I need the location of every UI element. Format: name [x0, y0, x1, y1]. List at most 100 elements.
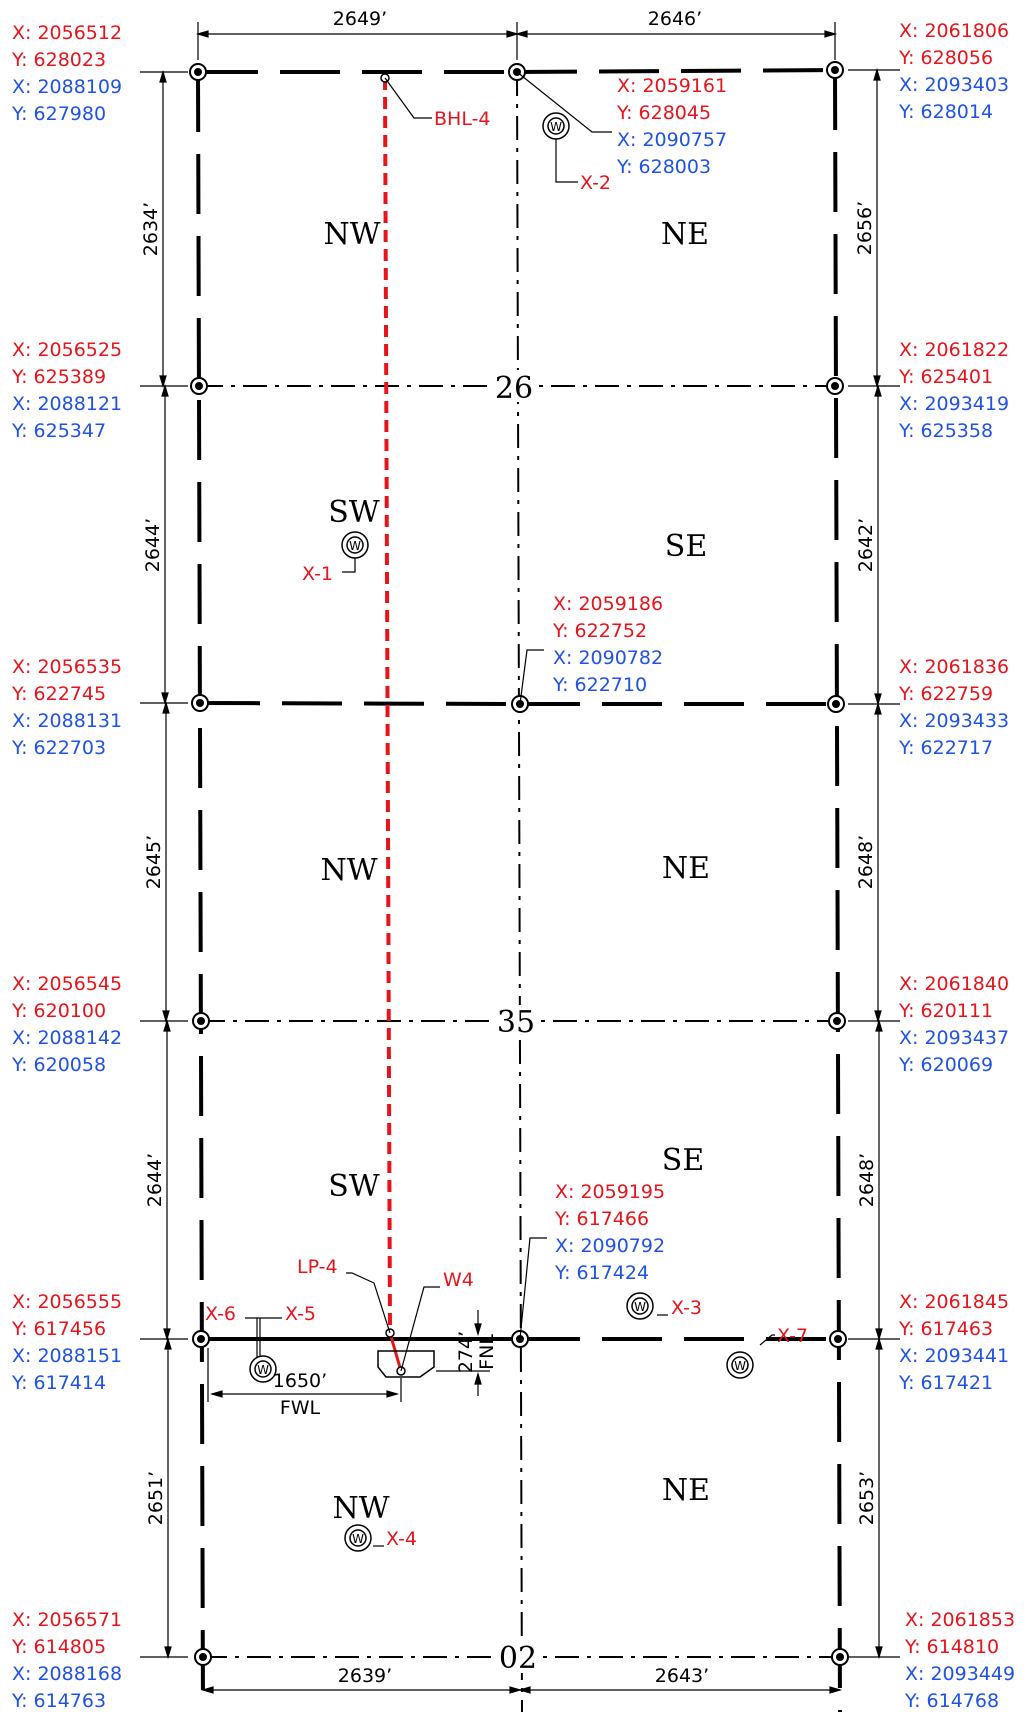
dim-right: 2656’ — [854, 201, 876, 255]
coord-x-nad83: X: 2088109 — [12, 76, 122, 98]
x3-label: X-3 — [671, 1297, 702, 1319]
coord-x-nad27: X: 2056525 — [12, 339, 122, 361]
quarter-labels: NW NE SW SE NW NE SW SE NW NE — [320, 217, 710, 1526]
x4-label: X-4 — [386, 1528, 417, 1550]
svg-text:W: W — [734, 1359, 746, 1373]
dim-right: 2648’ — [855, 835, 877, 889]
well-icon-x3: W — [626, 1292, 654, 1320]
coord-x-nad27: X: 2056571 — [12, 1609, 122, 1631]
coord-block-s-35: X: 2059195 Y: 617466 X: 2090792 Y: 61742… — [554, 1181, 665, 1284]
coord-block-e-02: X: 2061853 Y: 614810 X: 2093449 Y: 61476… — [904, 1609, 1015, 1712]
x2-label: X-2 — [580, 172, 611, 194]
coord-block-w-02: X: 2056571 Y: 614805 X: 2088168 Y: 61476… — [11, 1609, 122, 1712]
coord-y-nad27: Y: 620100 — [11, 1000, 106, 1022]
coord-block-nw-26: X: 2056512 Y: 628023 X: 2088109 Y: 62798… — [11, 22, 122, 125]
coord-x-nad27: X: 2059186 — [553, 593, 663, 615]
dim-right: 2642’ — [855, 518, 877, 572]
coord-block-ne-26: X: 2061806 Y: 628056 X: 2093403 Y: 62801… — [898, 20, 1009, 123]
coord-y-nad27: Y: 617466 — [554, 1208, 649, 1230]
coord-block-s-26: X: 2059186 Y: 622752 X: 2090782 Y: 62271… — [552, 593, 663, 696]
quarter-label: NW — [320, 853, 377, 888]
coordinate-labels: X: 2056512 Y: 628023 X: 2088109 Y: 62798… — [11, 20, 1015, 1712]
coord-y-nad27: Y: 628056 — [898, 47, 993, 69]
coord-x-nad27: X: 2061853 — [905, 1609, 1015, 1631]
corner-marker — [190, 377, 208, 395]
coord-y-nad83: Y: 617414 — [11, 1372, 106, 1394]
coord-y-nad27: Y: 617456 — [11, 1318, 106, 1340]
coord-block-se-35: X: 2061845 Y: 617463 X: 2093441 Y: 61742… — [898, 1291, 1009, 1394]
section-numbers: 26 35 02 — [492, 370, 540, 1676]
section-02-label: 02 — [499, 1641, 537, 1676]
coord-x-nad27: X: 2059161 — [617, 75, 727, 97]
fnl-distance: 274’ — [455, 1331, 477, 1373]
well-icons: W W W W W W — [249, 112, 754, 1552]
quarter-label: NW — [332, 1491, 389, 1526]
fwl-label: FWL — [280, 1397, 321, 1419]
corner-marker — [192, 1330, 210, 1348]
coord-x-nad83: X: 2090757 — [617, 129, 727, 151]
coord-x-nad27: X: 2061806 — [899, 20, 1009, 42]
corner-marker — [827, 695, 845, 713]
coord-y-nad27: Y: 622752 — [552, 620, 647, 642]
dimension-labels: 2649’ 2646’ 2639’ 2643’ 2634’ 2644’ 2645… — [140, 8, 878, 1687]
coord-block-w-26: X: 2056525 Y: 625389 X: 2088121 Y: 62534… — [11, 339, 122, 442]
coord-y-nad83: Y: 614768 — [904, 1690, 999, 1712]
coord-y-nad83: Y: 622703 — [11, 737, 106, 759]
x5-label: X-5 — [285, 1303, 316, 1325]
fnl-label: FNL — [476, 1334, 498, 1370]
coord-x-nad27: X: 2059195 — [555, 1181, 665, 1203]
dim-left: 2634’ — [140, 202, 162, 256]
coord-x-nad27: X: 2056512 — [12, 22, 122, 44]
coord-y-nad27: Y: 622759 — [898, 683, 993, 705]
coord-x-nad27: X: 2061845 — [899, 1291, 1009, 1313]
coord-y-nad83: Y: 622710 — [552, 674, 647, 696]
dim-top-left: 2649’ — [333, 8, 387, 30]
svg-text:W: W — [550, 120, 562, 134]
dimension-lines — [140, 22, 900, 1694]
coord-y-nad83: Y: 622717 — [898, 737, 993, 759]
quarter-label: SW — [328, 1169, 380, 1204]
coord-y-nad83: Y: 628003 — [616, 156, 711, 178]
quarter-label: SE — [662, 1143, 704, 1178]
coord-x-nad27: X: 2056545 — [12, 973, 122, 995]
coord-y-nad83: Y: 627980 — [11, 103, 106, 125]
quarter-label: NW — [323, 217, 380, 252]
coord-y-nad83: Y: 617424 — [554, 1262, 649, 1284]
point-labels: BHL-4 LP-4 W4 X-1 X-2 X-3 X-4 X-5 X-6 X-… — [205, 108, 808, 1550]
coord-y-nad27: Y: 625401 — [898, 366, 993, 388]
coord-y-nad27: Y: 625389 — [11, 366, 106, 388]
coord-block-w-35: X: 2056545 Y: 620100 X: 2088142 Y: 62005… — [11, 973, 122, 1076]
bhl-label: BHL-4 — [434, 108, 491, 130]
section-lines — [196, 68, 842, 1712]
coord-x-nad27: X: 2056535 — [12, 656, 122, 678]
corner-marker — [191, 694, 209, 712]
coord-x-nad83: X: 2093419 — [899, 393, 1009, 415]
quarter-label: NE — [661, 217, 709, 252]
dim-right: 2648’ — [856, 1153, 878, 1207]
svg-text:W: W — [257, 1363, 269, 1377]
coord-y-nad27: Y: 628023 — [11, 49, 106, 71]
section-35-label: 35 — [497, 1005, 535, 1040]
coord-x-nad83: X: 2088121 — [12, 393, 122, 415]
coord-block-sw-35: X: 2056555 Y: 617456 X: 2088151 Y: 61741… — [11, 1291, 122, 1394]
coord-y-nad27: Y: 617463 — [898, 1318, 993, 1340]
coord-block-sw-26: X: 2056535 Y: 622745 X: 2088131 Y: 62270… — [11, 656, 122, 759]
lateral-path — [377, 73, 435, 1378]
coord-x-nad83: X: 2093433 — [899, 710, 1009, 732]
x6-label: X-6 — [205, 1303, 236, 1325]
section-26-label: 26 — [495, 371, 533, 406]
svg-text:W: W — [349, 539, 361, 553]
well-icon-x2: W — [542, 112, 570, 140]
coord-y-nad27: Y: 628045 — [616, 102, 711, 124]
x1-label: X-1 — [302, 563, 333, 585]
coord-x-nad83: X: 2090792 — [555, 1235, 665, 1257]
dim-left: 2651’ — [145, 1471, 167, 1525]
coord-y-nad83: Y: 625347 — [11, 420, 106, 442]
well-icon-x1: W — [341, 531, 369, 559]
coord-y-nad83: Y: 620058 — [11, 1054, 106, 1076]
coord-x-nad27: X: 2061840 — [899, 973, 1009, 995]
coord-y-nad83: Y: 617421 — [898, 1372, 993, 1394]
leader-lines — [245, 71, 775, 1547]
coord-y-nad27: Y: 622745 — [11, 683, 106, 705]
